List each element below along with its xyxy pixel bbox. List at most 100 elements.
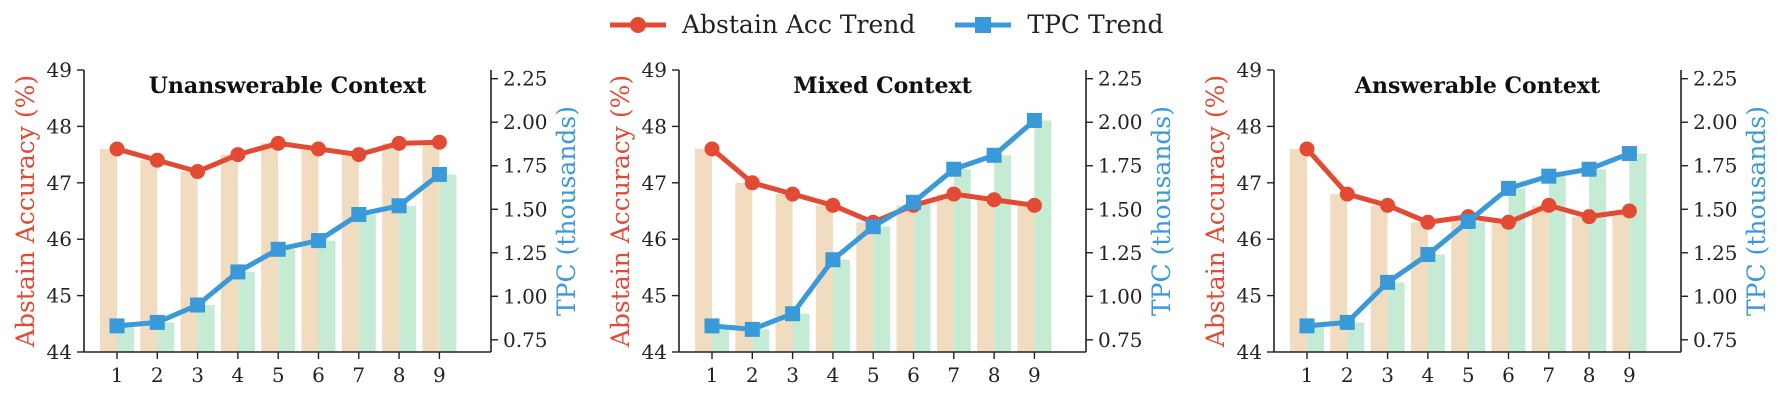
chart-title: Mixed Context — [793, 73, 972, 99]
acc-point — [1541, 197, 1557, 213]
right-tick-label: 0.75 — [1098, 328, 1143, 352]
left-tick-label: 45 — [47, 284, 72, 308]
right-tick-label: 2.25 — [1098, 67, 1143, 91]
tpc-bar — [1427, 254, 1445, 352]
acc-point — [704, 141, 720, 157]
x-tick-label: 6 — [1502, 363, 1515, 387]
left-tick-label: 44 — [1237, 340, 1262, 364]
acc-point — [391, 135, 407, 151]
acc-bar — [1531, 205, 1549, 352]
tpc-bar — [1508, 188, 1526, 352]
acc-point — [1621, 203, 1637, 219]
left-tick-label: 48 — [1237, 114, 1262, 138]
tpc-point — [1621, 146, 1637, 162]
legend-tpc-label: TPC Trend — [1027, 10, 1164, 39]
right-tick-label: 0.75 — [503, 328, 548, 352]
tpc-point — [1026, 112, 1042, 128]
chart-panel-3: 4445464748490.751.001.251.501.752.002.25… — [1201, 58, 1771, 387]
chart-panel-1: 4445464748490.751.001.251.501.752.002.25… — [11, 58, 581, 387]
x-tick-label: 2 — [151, 363, 164, 387]
acc-point — [946, 186, 962, 202]
left-tick-label: 49 — [642, 58, 667, 82]
left-tick-label: 45 — [1237, 284, 1262, 308]
right-tick-label: 1.50 — [1693, 197, 1738, 221]
right-tick-label: 1.00 — [1693, 284, 1738, 308]
right-axis-label: TPC (thousands) — [552, 106, 581, 316]
right-tick-label: 1.25 — [503, 241, 548, 265]
tpc-bar — [873, 226, 891, 352]
acc-point — [230, 147, 246, 163]
x-tick-label: 8 — [393, 363, 406, 387]
acc-point — [1501, 214, 1516, 230]
tpc-point — [1581, 161, 1597, 177]
acc-point — [825, 197, 841, 213]
x-tick-label: 1 — [1301, 363, 1314, 387]
acc-point — [311, 141, 326, 157]
acc-bar — [896, 205, 914, 352]
tpc-point — [190, 297, 206, 313]
x-tick-label: 6 — [312, 363, 325, 387]
acc-bar — [1370, 205, 1388, 352]
acc-bar — [856, 222, 874, 352]
x-tick-label: 4 — [232, 363, 245, 387]
tpc-point — [825, 252, 841, 268]
acc-bar — [1290, 148, 1307, 352]
acc-point — [744, 175, 760, 191]
x-tick-label: 9 — [1623, 363, 1636, 387]
acc-bar — [977, 199, 995, 352]
tpc-point — [230, 264, 246, 280]
tpc-bar — [913, 202, 931, 352]
x-tick-label: 7 — [947, 363, 960, 387]
x-tick-label: 6 — [907, 363, 920, 387]
tpc-point — [149, 314, 165, 330]
acc-bar — [775, 194, 793, 352]
tpc-point — [1420, 247, 1436, 263]
acc-bar — [180, 171, 198, 352]
left-axis-label: Abstain Accuracy (%) — [606, 75, 635, 348]
right-tick-label: 1.75 — [1098, 154, 1143, 178]
tpc-bar — [197, 305, 215, 352]
tpc-point — [1541, 168, 1557, 184]
legend-acc-label: Abstain Acc Trend — [682, 10, 916, 39]
left-tick-label: 46 — [47, 227, 72, 251]
left-tick-label: 46 — [642, 227, 667, 251]
acc-bar — [422, 142, 440, 352]
tpc-point — [906, 194, 921, 210]
x-tick-label: 1 — [706, 363, 719, 387]
acc-bar — [815, 205, 833, 352]
acc-bar — [261, 143, 279, 352]
x-tick-label: 8 — [1583, 363, 1596, 387]
x-tick-label: 5 — [272, 363, 285, 387]
right-tick-label: 2.00 — [1693, 110, 1738, 134]
left-tick-label: 46 — [1237, 227, 1262, 251]
acc-bar — [140, 160, 158, 352]
x-tick-label: 3 — [191, 363, 204, 387]
tpc-bar — [1548, 176, 1566, 352]
tpc-bar — [994, 155, 1012, 352]
left-axis-label: Abstain Accuracy (%) — [11, 75, 40, 348]
acc-bar — [1491, 222, 1509, 352]
x-tick-label: 5 — [1462, 363, 1475, 387]
x-tick-label: 9 — [433, 363, 446, 387]
right-axis-label: TPC (thousands) — [1742, 106, 1771, 316]
acc-bar — [220, 154, 238, 352]
right-tick-label: 1.75 — [1693, 154, 1738, 178]
acc-bar — [100, 148, 117, 352]
right-tick-label: 1.50 — [1098, 197, 1143, 221]
tpc-point — [351, 206, 367, 222]
acc-point — [1380, 197, 1396, 213]
acc-point — [785, 186, 801, 202]
tpc-bar — [1468, 221, 1486, 352]
chart-panel-2: 4445464748490.751.001.251.501.752.002.25… — [606, 58, 1176, 387]
acc-bar — [1017, 205, 1035, 352]
acc-point — [190, 164, 206, 180]
tpc-point — [946, 161, 962, 177]
right-tick-label: 1.75 — [503, 154, 548, 178]
x-tick-label: 8 — [988, 363, 1001, 387]
acc-bar — [1451, 216, 1469, 352]
acc-bar — [301, 148, 319, 352]
square-marker-icon — [955, 16, 1012, 33]
x-tick-label: 2 — [746, 363, 759, 387]
tpc-bar — [278, 249, 296, 352]
acc-bar — [735, 182, 753, 352]
